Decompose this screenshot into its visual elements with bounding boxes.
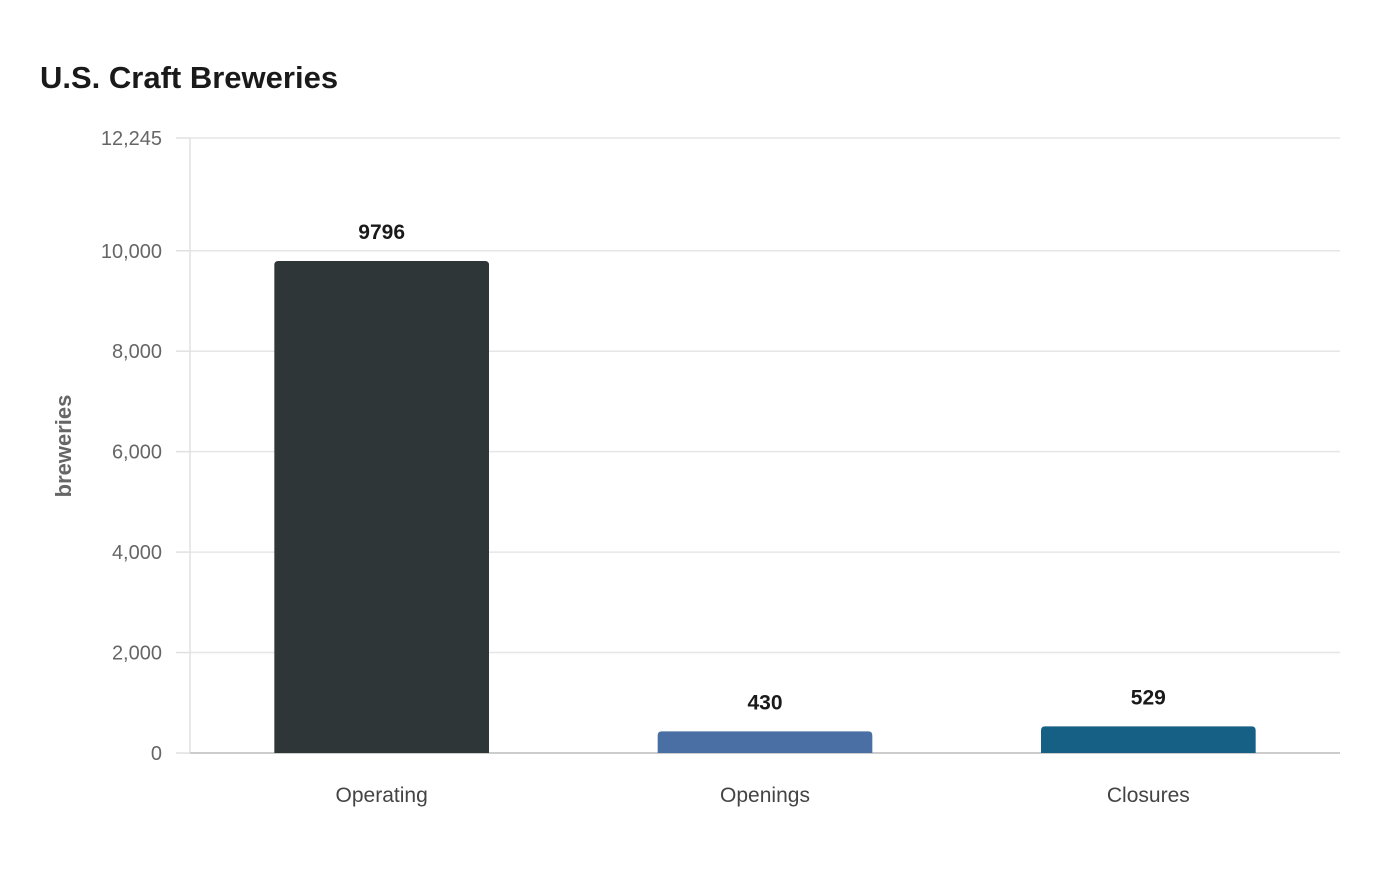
x-tick-label: Operating [336, 784, 428, 807]
y-tick-label: 10,000 [101, 241, 162, 263]
y-axis-label: breweries [51, 395, 76, 498]
x-tick-label: Openings [720, 784, 810, 807]
x-tick-label: Closures [1107, 784, 1190, 807]
bar [1041, 726, 1256, 753]
data-label: 9796 [358, 221, 405, 244]
bar [657, 731, 873, 753]
y-tick-label: 12,245 [101, 128, 162, 150]
bar [274, 261, 489, 753]
y-tick-label: 8,000 [112, 341, 162, 363]
y-axis-ticks: 0 2,000 4,000 6,000 8,000 10,000 12,245 [101, 128, 190, 765]
y-tick-label: 0 [151, 743, 162, 765]
x-axis-ticks: Operating Openings Closures [336, 784, 1190, 807]
data-label: 430 [747, 691, 782, 714]
y-tick-label: 2,000 [112, 643, 162, 665]
data-label: 529 [1131, 686, 1166, 709]
bars: 9796 430 529 [274, 221, 1256, 753]
chart-title: U.S. Craft Breweries [40, 60, 339, 95]
y-tick-label: 4,000 [112, 542, 162, 564]
y-tick-label: 6,000 [112, 442, 162, 464]
